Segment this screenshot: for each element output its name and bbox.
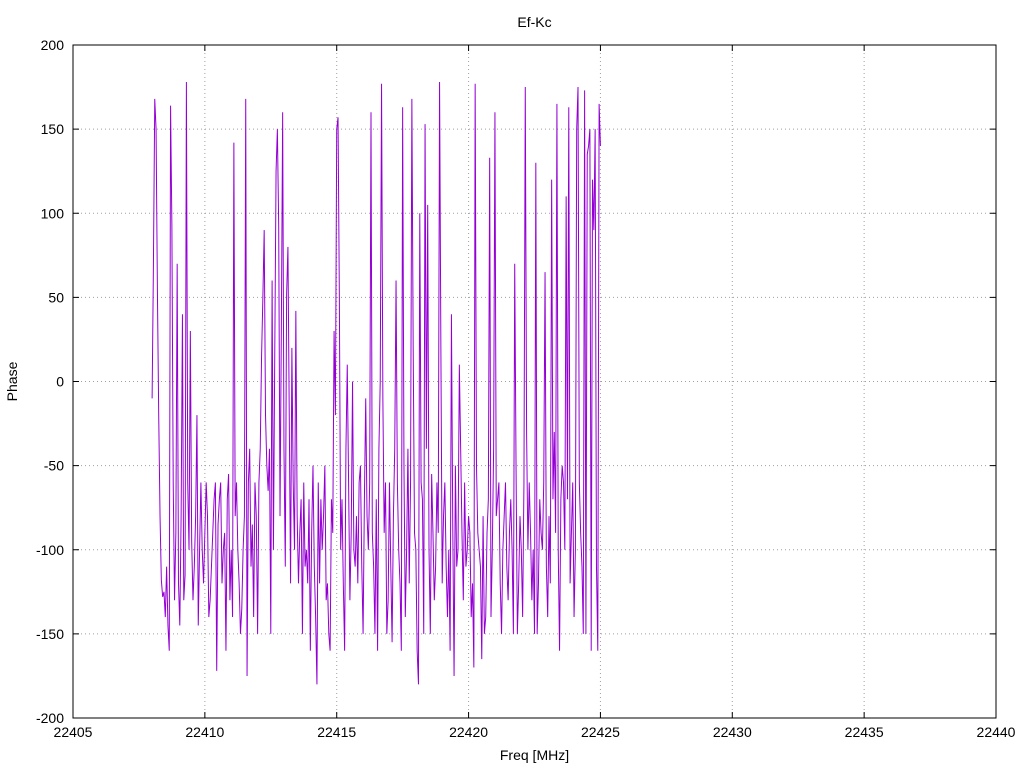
- x-tick-label: 22435: [845, 724, 884, 740]
- series-line-0: [151, 82, 601, 685]
- y-tick-label: 200: [41, 37, 65, 53]
- x-tick-label: 22405: [54, 724, 93, 740]
- x-tick-label: 22440: [977, 724, 1016, 740]
- x-tick-label: 22410: [185, 724, 224, 740]
- tick-layer: 22405 22410 22415 22420 22425 22430 22435 22440…: [36, 37, 1016, 740]
- chart-title: Ef-Kc: [517, 14, 551, 30]
- x-tick-label: 22430: [713, 724, 752, 740]
- y-tick-label: 0: [56, 374, 64, 390]
- data-layer: [151, 82, 601, 685]
- x-tick-label: 22425: [581, 724, 620, 740]
- y-axis-label: Phase: [4, 361, 20, 401]
- x-tick-label: 22415: [317, 724, 356, 740]
- y-tick-label: -200: [36, 710, 64, 726]
- x-tick-label: 22420: [449, 724, 488, 740]
- y-tick-label: 150: [41, 121, 65, 137]
- y-tick-label: -100: [36, 542, 64, 558]
- x-axis-label: Freq [MHz]: [500, 747, 569, 763]
- y-tick-label: 50: [48, 289, 64, 305]
- y-tick-label: 100: [41, 205, 65, 221]
- y-tick-label: -50: [44, 458, 64, 474]
- y-tick-label: -150: [36, 626, 64, 642]
